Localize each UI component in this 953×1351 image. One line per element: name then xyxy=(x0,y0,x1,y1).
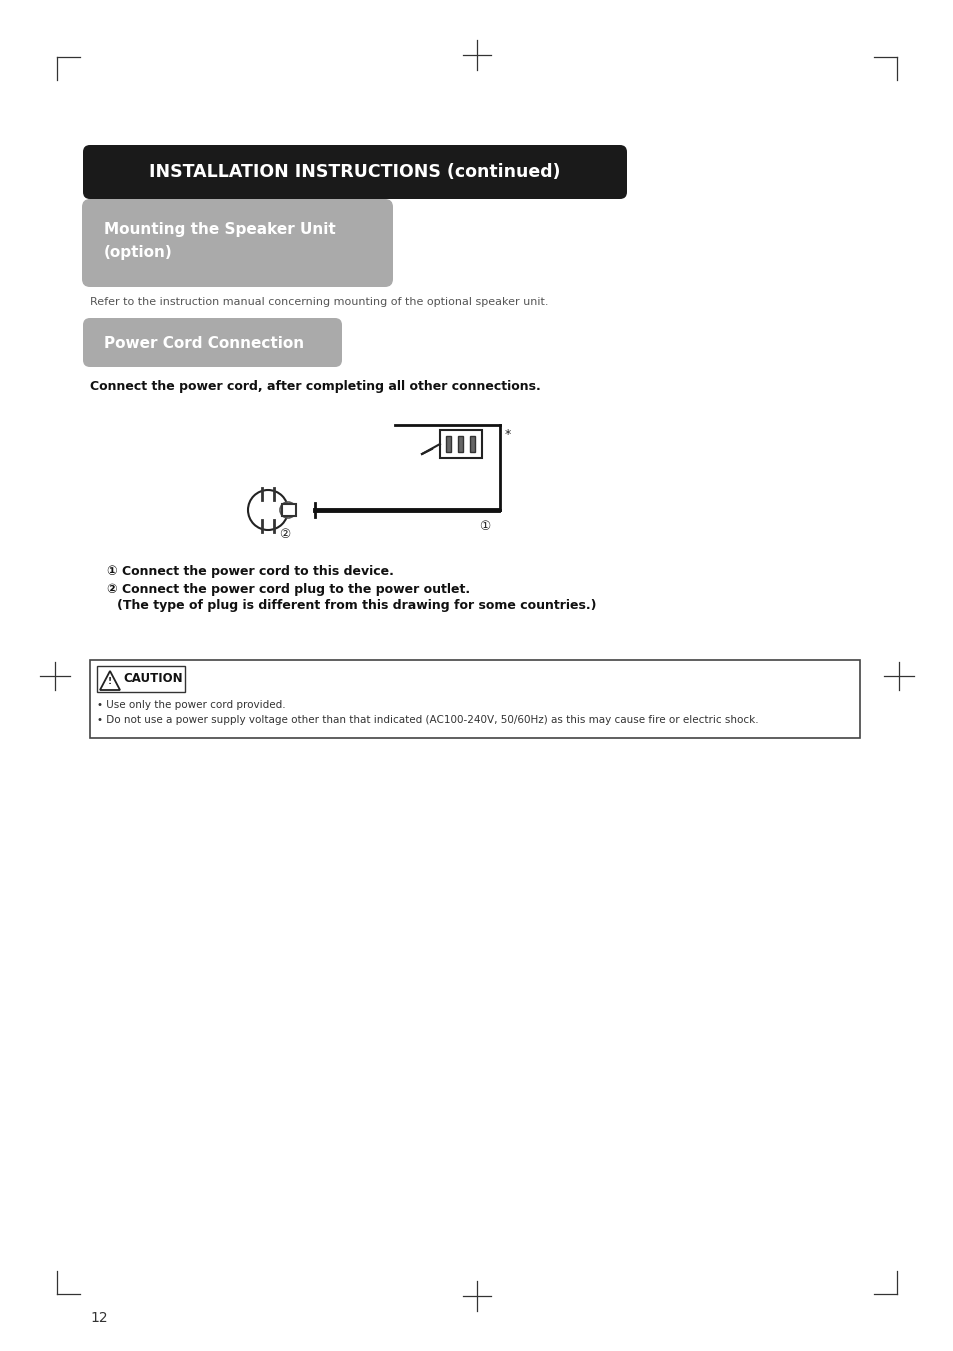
Text: (The type of plug is different from this drawing for some countries.): (The type of plug is different from this… xyxy=(117,598,596,612)
Text: ① Connect the power cord to this device.: ① Connect the power cord to this device. xyxy=(107,565,394,578)
FancyBboxPatch shape xyxy=(83,145,626,199)
Bar xyxy=(457,436,462,453)
Bar xyxy=(470,436,475,453)
Bar xyxy=(97,666,185,692)
Bar xyxy=(90,661,859,738)
FancyBboxPatch shape xyxy=(83,317,341,367)
Text: !: ! xyxy=(108,677,112,686)
Text: (option): (option) xyxy=(104,245,172,259)
Text: Refer to the instruction manual concerning mounting of the optional speaker unit: Refer to the instruction manual concerni… xyxy=(90,297,548,307)
Text: ②: ② xyxy=(279,528,291,540)
Text: ② Connect the power cord plug to the power outlet.: ② Connect the power cord plug to the pow… xyxy=(107,584,470,596)
Text: • Use only the power cord provided.: • Use only the power cord provided. xyxy=(97,700,285,711)
Text: INSTALLATION INSTRUCTIONS (continued): INSTALLATION INSTRUCTIONS (continued) xyxy=(149,163,560,181)
Text: Connect the power cord, after completing all other connections.: Connect the power cord, after completing… xyxy=(90,380,540,393)
Text: *: * xyxy=(504,428,511,440)
Bar xyxy=(282,504,295,516)
Text: 12: 12 xyxy=(90,1310,108,1325)
Text: • Do not use a power supply voltage other than that indicated (AC100-240V, 50/60: • Do not use a power supply voltage othe… xyxy=(97,715,758,725)
FancyBboxPatch shape xyxy=(82,199,393,286)
Bar xyxy=(439,430,481,458)
Text: Mounting the Speaker Unit: Mounting the Speaker Unit xyxy=(104,222,335,236)
Bar xyxy=(446,436,451,453)
Text: ①: ① xyxy=(478,520,490,534)
Text: CAUTION: CAUTION xyxy=(123,673,182,685)
Text: Power Cord Connection: Power Cord Connection xyxy=(104,335,304,350)
